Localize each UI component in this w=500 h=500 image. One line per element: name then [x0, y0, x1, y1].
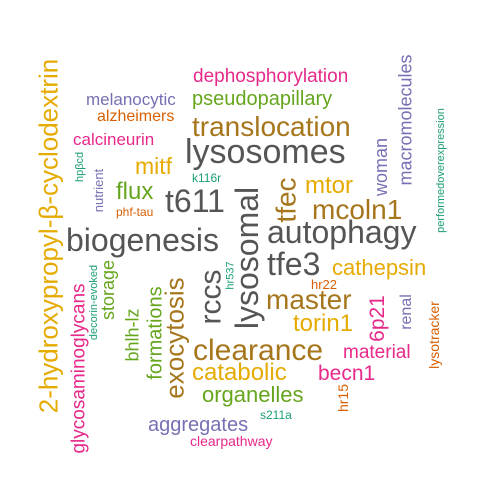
word-rccs: rccs: [194, 269, 227, 325]
word-melanocytic: melanocytic: [86, 90, 176, 109]
word-pseudopapillary: pseudopapillary: [192, 88, 333, 110]
word-lysosomes: lysosomes: [185, 133, 346, 171]
word-k116r: k116r: [192, 171, 222, 185]
word-calcineurin: calcineurin: [73, 130, 155, 149]
word-master: master: [266, 284, 352, 315]
word-dephosphorylation: dephosphorylation: [193, 66, 349, 87]
word-lysotracker: lysotracker: [425, 301, 442, 369]
word-woman: woman: [371, 137, 392, 197]
word-biogenesis: biogenesis: [66, 222, 219, 258]
word-glycosaminoglycans: glycosaminoglycans: [68, 282, 90, 454]
word-clearance: clearance: [193, 334, 324, 367]
word-2-hydroxypropyl-beta-cyclodextrin: 2-hydroxypropyl-β-cyclodextrin: [32, 58, 63, 414]
word-translocation: translocation: [192, 111, 351, 142]
word-s211a: s211a: [260, 408, 292, 422]
word-mitf: mitf: [135, 153, 173, 179]
word-aggregates: aggregates: [148, 414, 249, 436]
word-hpbcd: hpβcd: [74, 151, 86, 182]
word-exocytosis: exocytosis: [159, 277, 190, 399]
word-t611: t611: [165, 183, 225, 219]
word-nutrient: nutrient: [90, 168, 106, 212]
word-lysosomal: lysosomal: [229, 186, 266, 330]
word-bhlh-lz: bhlh-lz: [122, 308, 143, 362]
word-mcoln1: mcoln1: [312, 194, 403, 225]
word-tfec: tfec: [270, 177, 302, 223]
word-performedoverexpression: performedoverexpression: [434, 107, 447, 233]
word-material: material: [343, 342, 411, 363]
word-alzheimers: alzheimers: [97, 108, 175, 125]
word-becn1: becn1: [318, 362, 376, 385]
word-6p21: 6p21: [365, 294, 389, 342]
word-mtor: mtor: [305, 172, 353, 199]
word-phf-tau: phf-tau: [116, 205, 154, 219]
word-catabolic: catabolic: [192, 359, 287, 386]
word-flux: flux: [116, 178, 154, 205]
word-cathepsin: cathepsin: [332, 255, 427, 280]
word-autophagy: autophagy: [267, 214, 417, 250]
word-tfe3: tfe3: [267, 246, 321, 282]
word-storage: storage: [98, 259, 119, 321]
word-hr15: hr15: [335, 383, 352, 413]
word-renal: renal: [397, 294, 415, 330]
word-organelles: organelles: [202, 382, 304, 407]
word-torin1: torin1: [293, 310, 354, 337]
word-clearpathway: clearpathway: [190, 433, 273, 449]
word-macromolecules: macromolecules: [395, 54, 416, 186]
